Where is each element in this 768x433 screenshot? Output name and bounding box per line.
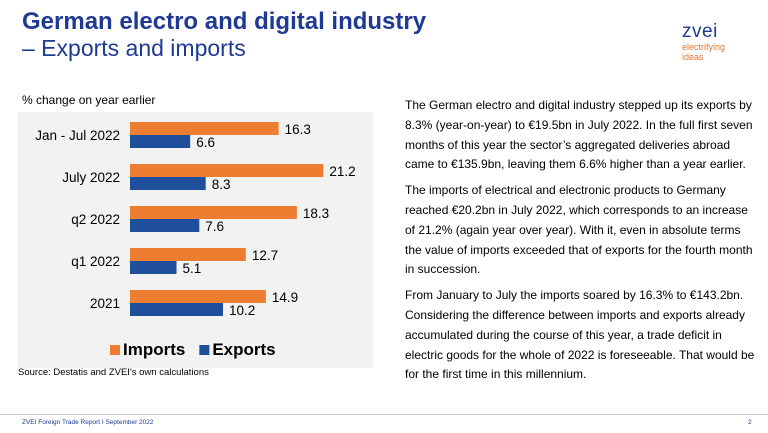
- bar-chart: Jan - Jul 2022 16.3 6.6 July 2022 21.2 8.3 q2 …: [35, 122, 356, 359]
- data-label: 16.3: [285, 122, 311, 137]
- bar-imports: [130, 164, 324, 177]
- bar-exports: [130, 303, 224, 316]
- category-label: 2021: [90, 296, 120, 311]
- data-label: 8.3: [212, 177, 231, 192]
- data-label: 7.6: [205, 219, 224, 234]
- category-label: q1 2022: [71, 254, 120, 269]
- chart-unit-label: % change on year earlier: [22, 93, 156, 107]
- legend-label-imports: Imports: [123, 340, 185, 359]
- bar-imports: [130, 206, 297, 219]
- legend-label-exports: Exports: [212, 340, 275, 359]
- bar-imports: [130, 122, 279, 135]
- title-line-2: – Exports and imports: [22, 35, 246, 61]
- bar-exports: [130, 135, 191, 148]
- page-number: 2: [748, 419, 752, 426]
- paragraph-1: The German electro and digital industry …: [405, 98, 753, 172]
- data-label: 6.6: [196, 135, 215, 150]
- bar-exports: [130, 219, 200, 232]
- data-label: 14.9: [272, 290, 298, 305]
- bar-imports: [130, 248, 246, 261]
- zvei-logo: zvei electrifying ideas: [682, 22, 752, 62]
- paragraph-3: From January to July the imports soared …: [405, 288, 755, 382]
- bar-imports: [130, 290, 266, 303]
- chart-source: Source: Destatis and ZVEI's own calculat…: [18, 367, 209, 378]
- category-label: q2 2022: [71, 212, 120, 227]
- data-label: 10.2: [229, 303, 255, 318]
- logo-tagline-1: electrifying: [682, 42, 726, 52]
- data-label: 21.2: [329, 164, 355, 179]
- legend-swatch-imports: [110, 345, 120, 355]
- footer-divider: [0, 414, 768, 415]
- body-text: The German electro and digital industry …: [405, 96, 757, 391]
- footer-report-label: ZVEI Foreign Trade Report I September 20…: [22, 419, 154, 426]
- logo-tagline-2: ideas: [682, 52, 704, 62]
- data-label: 18.3: [303, 206, 329, 221]
- category-label: July 2022: [62, 170, 120, 185]
- data-label: 5.1: [183, 261, 202, 276]
- legend-swatch-exports: [199, 345, 210, 355]
- logo-word: zvei: [682, 21, 718, 42]
- paragraph-2: The imports of electrical and electronic…: [405, 183, 753, 277]
- bar-exports: [130, 261, 177, 274]
- title-line-1: German electro and digital industry: [22, 8, 427, 35]
- chart-background: [18, 112, 373, 368]
- bar-exports: [130, 177, 206, 190]
- data-label: 12.7: [252, 248, 278, 263]
- page-title: German electro and digital industry – Ex…: [22, 8, 562, 62]
- category-label: Jan - Jul 2022: [35, 128, 120, 143]
